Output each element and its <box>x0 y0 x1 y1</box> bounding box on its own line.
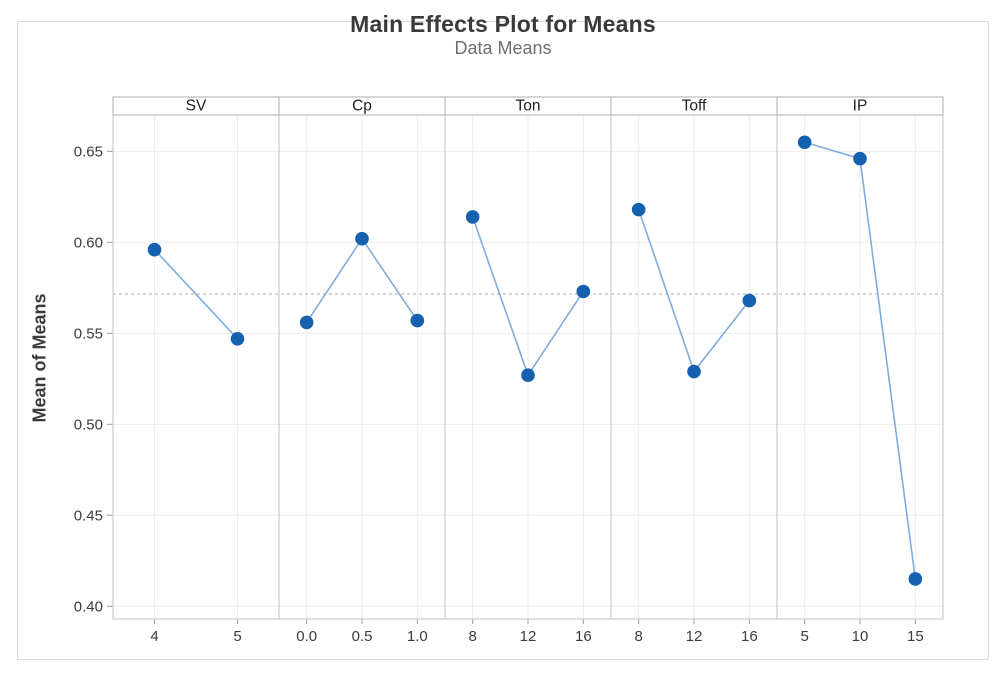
x-tick-label: 12 <box>686 628 703 645</box>
chart-title: Main Effects Plot for Means <box>350 11 656 37</box>
y-tick-label: 0.40 <box>74 598 103 615</box>
x-tick-label: 12 <box>520 628 537 645</box>
data-point <box>576 284 591 299</box>
y-tick-label: 0.60 <box>74 234 103 251</box>
series-line <box>153 249 239 340</box>
data-point <box>742 293 757 308</box>
data-point <box>410 313 425 328</box>
data-point <box>797 135 812 150</box>
data-point <box>687 364 701 379</box>
data-point <box>465 210 480 224</box>
figure-frame <box>17 21 989 660</box>
panel-border <box>112 114 280 620</box>
data-point <box>631 202 646 217</box>
x-tick-label: 0.5 <box>352 628 373 645</box>
data-point <box>521 368 535 382</box>
x-tick-label: 4 <box>150 628 158 645</box>
data-point <box>230 331 245 346</box>
chart-subtitle: Data Means <box>454 38 552 58</box>
x-tick-label: 16 <box>741 628 758 645</box>
panel-header <box>776 96 944 116</box>
data-point <box>147 242 162 257</box>
panel-header-label: Toff <box>682 98 707 115</box>
data-point <box>355 231 369 246</box>
x-tick-label: 5 <box>233 628 241 645</box>
x-tick-label: 5 <box>800 628 808 645</box>
x-tick-label: 0.0 <box>296 628 317 645</box>
x-tick-label: 8 <box>634 628 642 645</box>
panel-header-label: SV <box>186 98 207 115</box>
x-tick-label: 16 <box>575 628 592 645</box>
data-point <box>853 151 867 166</box>
panel-header-label: IP <box>853 98 868 115</box>
data-point <box>299 315 314 330</box>
panel-header-label: Cp <box>352 98 372 115</box>
y-tick-label: 0.50 <box>74 416 103 433</box>
y-tick-label: 0.55 <box>74 325 103 342</box>
x-tick-label: 15 <box>907 628 924 645</box>
x-tick-label: 10 <box>852 628 869 645</box>
x-tick-label: 1.0 <box>407 628 428 645</box>
x-tick-label: 8 <box>468 628 476 645</box>
y-tick-label: 0.45 <box>74 507 103 524</box>
y-tick-label: 0.65 <box>74 143 103 160</box>
panel-header-label: Ton <box>516 98 541 115</box>
data-point <box>908 572 923 586</box>
